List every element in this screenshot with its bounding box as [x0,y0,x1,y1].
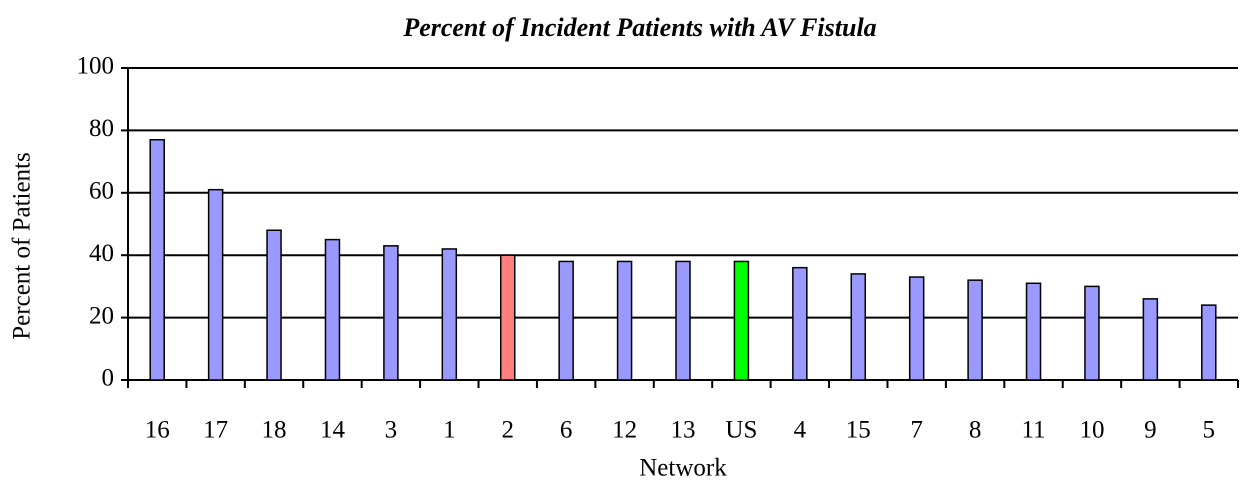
bar [1201,304,1217,381]
x-tick-label: 4 [794,417,807,444]
x-tick-label: 3 [385,417,398,444]
y-tick-label: 0 [102,365,115,392]
y-tick-label: 60 [89,178,114,205]
bar [792,266,808,381]
x-tick-label: 6 [560,417,573,444]
y-tick-label: 20 [89,302,114,329]
bar [675,260,691,381]
bar [616,260,633,381]
x-tick-label: 7 [910,417,923,444]
bar [1025,282,1042,381]
x-tick-label: 15 [846,417,871,444]
bar [499,254,516,381]
x-tick-label: 2 [501,417,514,444]
bar [266,229,282,381]
bar [207,188,224,381]
x-tick-label: 9 [1144,417,1157,444]
x-tick-label: 17 [203,417,228,444]
x-tick-label: 8 [969,417,982,444]
y-tick-label: 100 [77,53,115,80]
x-tick-label: US [725,417,757,444]
x-tick-label: 14 [320,417,346,444]
bar [324,238,341,381]
bar [967,279,983,381]
bar [733,260,750,381]
x-tick-label: 1 [443,417,456,444]
x-tick-label: 13 [671,417,696,444]
x-tick-label: 18 [262,417,287,444]
y-axis-label: Percent of Patients [9,152,36,339]
bar [1084,285,1100,381]
x-tick-label: 12 [612,417,637,444]
y-tick-label: 40 [89,240,114,267]
bar [149,139,165,381]
bar [850,273,867,381]
bar [558,260,574,381]
bar [908,276,925,381]
chart-title: Percent of Incident Patients with AV Fis… [402,13,876,42]
y-tick-label: 80 [89,115,114,142]
x-tick-label: 10 [1079,417,1104,444]
x-tick-label: 16 [145,417,170,444]
bar [441,248,458,381]
x-axis-label: Network [639,455,727,482]
bar [1142,298,1159,381]
x-tick-label: 5 [1203,417,1216,444]
x-tick-label: 11 [1021,417,1045,444]
bar [383,245,399,381]
